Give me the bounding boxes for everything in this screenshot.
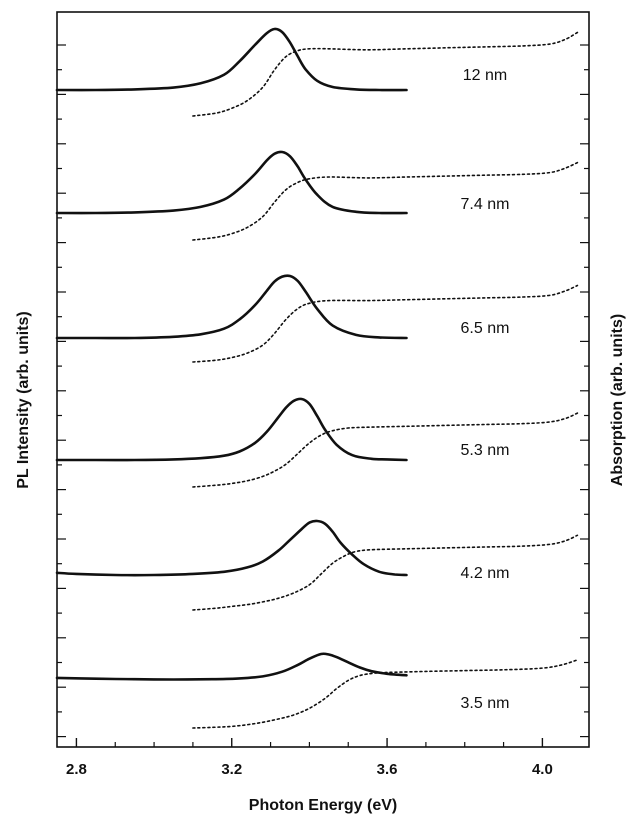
x-tick-label: 2.8: [66, 761, 87, 778]
pl-series-line: [55, 150, 408, 215]
pl-series-line: [55, 274, 408, 340]
y-axis-title-left: PL Intensity (arb. units): [15, 311, 32, 489]
pl-series-line: [55, 519, 408, 577]
curve-size-label: 4.2 nm: [461, 565, 510, 582]
series-group: 12 nm 7.4 nm 6.5 nm 5.3 nm 4.2 nm 3.5 nm: [55, 27, 579, 729]
curve-size-label: 3.5 nm: [461, 695, 510, 712]
absorption-series-line: [192, 659, 579, 729]
x-tick-label: 3.6: [377, 761, 398, 778]
absorption-series-line: [192, 534, 579, 611]
axis-ticks: [57, 44, 589, 747]
x-axis-title: Photon Energy (eV): [249, 797, 397, 814]
curve-size-label: 6.5 nm: [461, 320, 510, 337]
pl-series-line: [55, 397, 408, 462]
x-tick-label: 4.0: [532, 761, 553, 778]
absorption-series-line: [192, 412, 579, 488]
absorption-series-line: [192, 161, 579, 241]
x-tick-labels: 2.8 3.2 3.6 4.0: [66, 761, 553, 778]
curve-size-label: 12 nm: [463, 67, 507, 84]
absorption-series-line: [192, 284, 579, 363]
y-axis-title-right: Absorption (arb. units): [609, 314, 626, 486]
pl-series-line: [55, 27, 408, 92]
curve-size-label: 7.4 nm: [461, 196, 510, 213]
x-tick-label: 3.2: [221, 761, 242, 778]
plot-frame: [56, 11, 590, 748]
curve-size-label: 5.3 nm: [461, 442, 510, 459]
pl-series-line: [55, 652, 408, 681]
absorption-series-line: [192, 31, 579, 117]
